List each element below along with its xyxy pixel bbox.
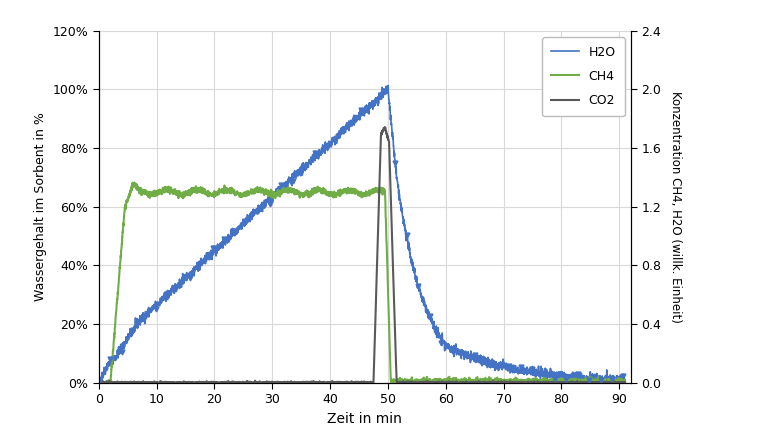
CO2 [94,380,103,385]
CH4 [185,193,195,198]
Line: H2O: H2O [99,85,625,383]
CO2 [380,125,389,130]
CO2 [296,380,306,385]
H2O [610,375,619,381]
H2O [94,379,103,384]
CH4 [130,180,139,185]
CH4 [319,191,328,196]
CO2 [154,380,163,385]
H2O [185,275,195,280]
Y-axis label: Wassergehalt im Sorbent in %: Wassergehalt im Sorbent in % [34,112,47,301]
H2O [319,147,328,152]
X-axis label: Zeit in min: Zeit in min [328,412,402,426]
Y-axis label: Konzentration CH4, H2O (willk. Einheit): Konzentration CH4, H2O (willk. Einheit) [669,91,682,323]
H2O [154,300,163,305]
CH4 [154,188,163,193]
CO2 [319,380,328,385]
H2O [553,372,562,377]
H2O [296,171,306,176]
CH4 [610,378,619,383]
H2O [384,83,393,88]
CH4 [296,190,306,195]
CO2 [185,380,195,385]
Line: CO2: CO2 [99,127,625,383]
Line: CH4: CH4 [99,183,625,383]
CO2 [610,379,619,385]
CH4 [620,380,629,385]
H2O [620,380,629,385]
CO2 [620,380,629,385]
Legend: H2O, CH4, CO2: H2O, CH4, CO2 [543,37,625,116]
CO2 [553,380,562,385]
CH4 [94,380,103,385]
H2O [576,380,585,385]
CH4 [553,378,562,383]
